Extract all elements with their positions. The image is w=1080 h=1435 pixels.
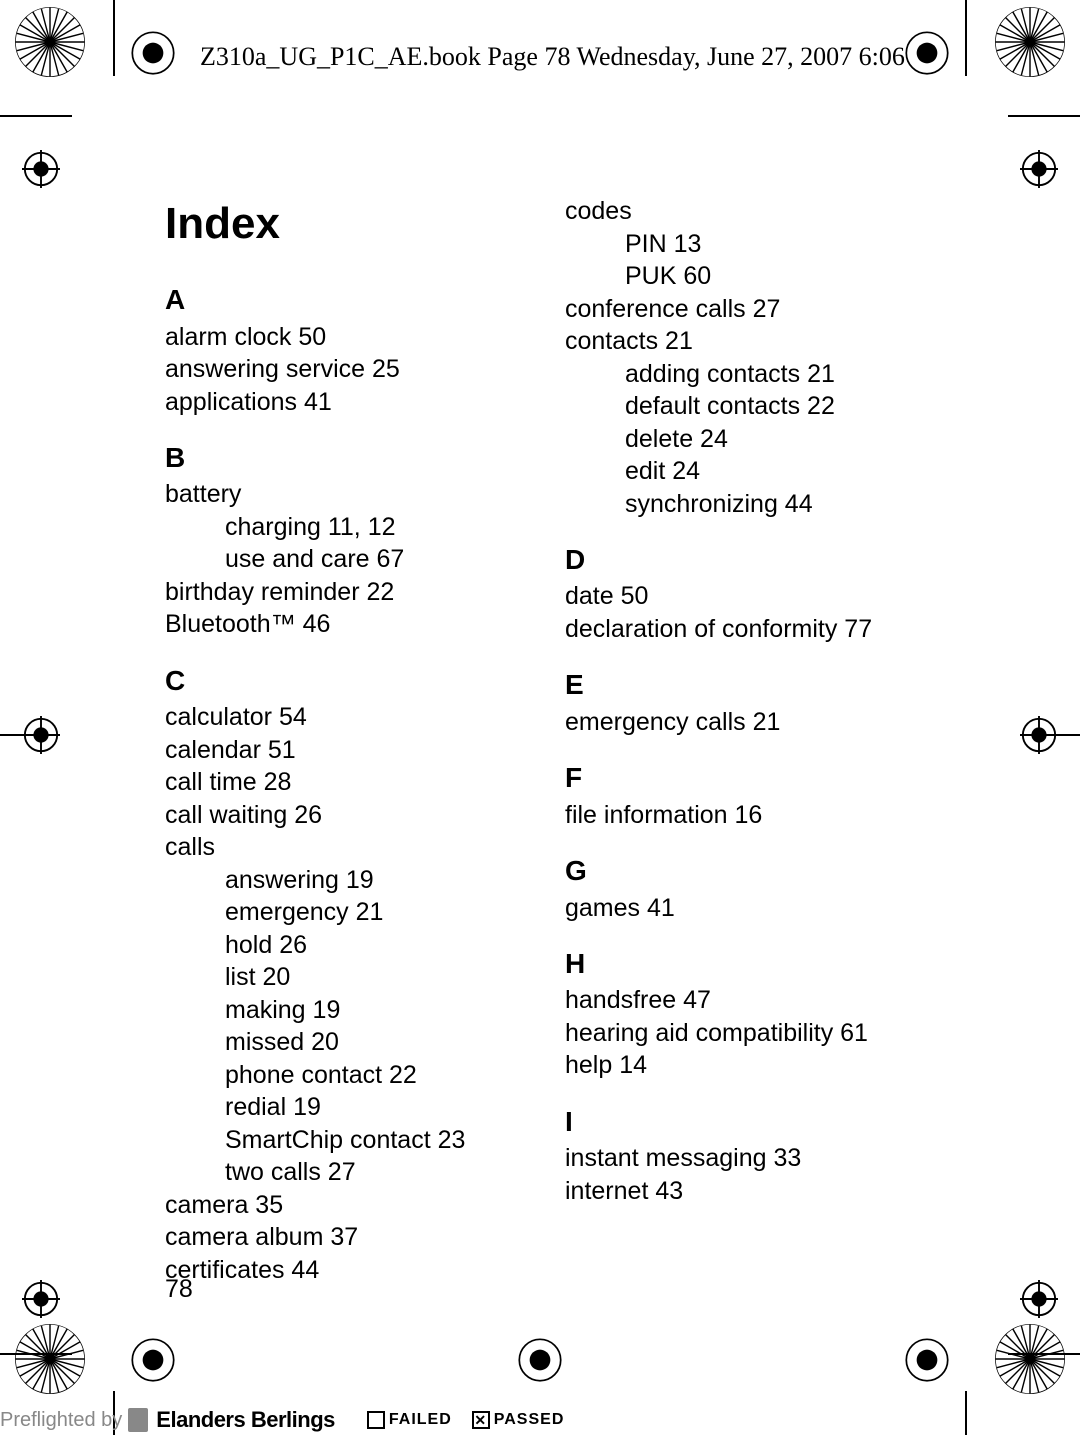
crop-mark — [113, 0, 115, 76]
index-entry: declaration of conformity 77 — [565, 613, 925, 646]
crop-mark — [965, 1391, 967, 1435]
index-entry: contacts 21 — [565, 325, 925, 358]
index-entry: calendar 51 — [165, 734, 525, 767]
index-entry: delete 24 — [565, 423, 925, 456]
index-entry: birthday reminder 22 — [165, 576, 525, 609]
index-entry: answering service 25 — [165, 353, 525, 386]
index-entry: answering 19 — [165, 864, 525, 897]
preflight-passed-label: PASSED — [494, 1411, 565, 1429]
registration-dot-icon — [130, 30, 176, 76]
registration-target-icon — [1020, 150, 1058, 188]
index-column-left: Index Aalarm clock 50answering service 2… — [165, 195, 525, 1286]
index-section-letter: F — [565, 760, 925, 796]
preflight-brand: Elanders Berlings — [156, 1407, 335, 1433]
index-entry: alarm clock 50 — [165, 321, 525, 354]
index-entry: emergency 21 — [165, 896, 525, 929]
index-entry: PUK 60 — [565, 260, 925, 293]
index-entry: charging 11, 12 — [165, 511, 525, 544]
index-entry: synchronizing 44 — [565, 488, 925, 521]
index-entry: file information 16 — [565, 799, 925, 832]
preflight-failed-label: FAILED — [389, 1411, 452, 1429]
index-entry: codes — [565, 195, 925, 228]
registration-target-icon — [22, 716, 60, 754]
index-entry: list 20 — [165, 961, 525, 994]
registration-dot-icon — [904, 30, 950, 76]
preflight-label: Preflighted by — [0, 1409, 122, 1432]
index-entry: hold 26 — [165, 929, 525, 962]
index-content: Index Aalarm clock 50answering service 2… — [165, 195, 925, 1286]
index-entry: camera album 37 — [165, 1221, 525, 1254]
index-section-letter: D — [565, 542, 925, 578]
index-section-letter: H — [565, 946, 925, 982]
registration-sunburst-icon — [14, 6, 86, 78]
index-title: Index — [165, 195, 525, 252]
index-entry: use and care 67 — [165, 543, 525, 576]
index-section-letter: E — [565, 667, 925, 703]
registration-sunburst-icon — [14, 1323, 86, 1395]
index-entry: hearing aid compatibility 61 — [565, 1017, 925, 1050]
crop-mark — [965, 0, 967, 76]
index-entry: Bluetooth™ 46 — [165, 608, 525, 641]
index-entry: games 41 — [565, 892, 925, 925]
brand-logo-icon — [128, 1408, 148, 1432]
registration-sunburst-icon — [994, 1323, 1066, 1395]
preflight-failed: FAILED — [367, 1411, 452, 1429]
index-entry: certificates 44 — [165, 1254, 525, 1287]
registration-target-icon — [1020, 716, 1058, 754]
registration-dot-icon — [517, 1337, 563, 1383]
checkbox-checked-icon: ✕ — [472, 1411, 490, 1429]
index-entry: adding contacts 21 — [565, 358, 925, 391]
index-entry: call waiting 26 — [165, 799, 525, 832]
index-entry: help 14 — [565, 1049, 925, 1082]
index-entry: PIN 13 — [565, 228, 925, 261]
registration-dot-icon — [130, 1337, 176, 1383]
preflight-bar: Preflighted by Elanders Berlings FAILED … — [0, 1407, 564, 1433]
index-section-letter: B — [165, 440, 525, 476]
registration-dot-icon — [904, 1337, 950, 1383]
index-entry: conference calls 27 — [565, 293, 925, 326]
index-entry: internet 43 — [565, 1175, 925, 1208]
index-section-letter: A — [165, 282, 525, 318]
index-entry: date 50 — [565, 580, 925, 613]
registration-target-icon — [22, 1280, 60, 1318]
index-entry: battery — [165, 478, 525, 511]
preflight-passed: ✕ PASSED — [472, 1411, 565, 1429]
index-entry: redial 19 — [165, 1091, 525, 1124]
checkbox-empty-icon — [367, 1411, 385, 1429]
index-section-letter: G — [565, 853, 925, 889]
page-number: 78 — [165, 1275, 193, 1304]
index-entry: calls — [165, 831, 525, 864]
index-entry: SmartChip contact 23 — [165, 1124, 525, 1157]
index-section-letter: C — [165, 663, 525, 699]
index-entry: handsfree 47 — [565, 984, 925, 1017]
index-section-letter: I — [565, 1104, 925, 1140]
index-column-right: codesPIN 13PUK 60conference calls 27cont… — [565, 195, 925, 1286]
index-entry: default contacts 22 — [565, 390, 925, 423]
crop-mark — [0, 115, 72, 117]
index-entry: call time 28 — [165, 766, 525, 799]
page-header: Z310a_UG_P1C_AE.book Page 78 Wednesday, … — [200, 42, 905, 72]
index-entry: camera 35 — [165, 1189, 525, 1222]
index-entry: emergency calls 21 — [565, 706, 925, 739]
index-entry: applications 41 — [165, 386, 525, 419]
index-entry: calculator 54 — [165, 701, 525, 734]
index-entry: two calls 27 — [165, 1156, 525, 1189]
index-entry: instant messaging 33 — [565, 1142, 925, 1175]
index-entry: missed 20 — [165, 1026, 525, 1059]
index-entry: edit 24 — [565, 455, 925, 488]
crop-mark — [1008, 115, 1080, 117]
index-entry: making 19 — [165, 994, 525, 1027]
registration-target-icon — [1020, 1280, 1058, 1318]
registration-sunburst-icon — [994, 6, 1066, 78]
index-entry: phone contact 22 — [165, 1059, 525, 1092]
registration-target-icon — [22, 150, 60, 188]
